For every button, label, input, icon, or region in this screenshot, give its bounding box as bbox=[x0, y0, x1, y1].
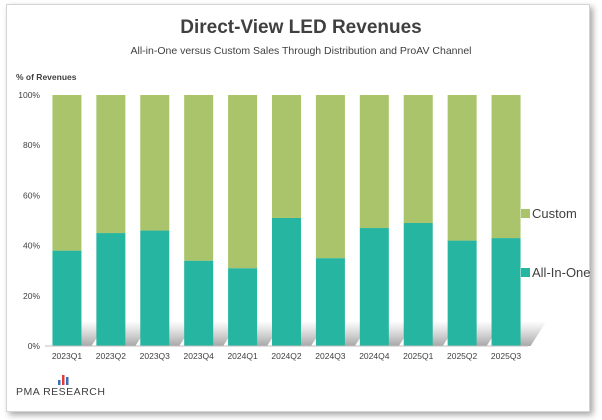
x-tick-label: 2024Q4 bbox=[359, 351, 390, 361]
bars bbox=[52, 95, 521, 346]
y-tick-label: 60% bbox=[23, 190, 40, 200]
bar-all-in-one-2024q1 bbox=[228, 268, 258, 346]
y-tick-label: 80% bbox=[23, 140, 40, 150]
brand-name: PMA RESEARCH bbox=[16, 386, 105, 398]
legend-label-all-in-one: All-In-One bbox=[532, 265, 591, 280]
y-tick-label: 40% bbox=[23, 241, 40, 251]
y-axis-ticks: 0% 20% 40% 60% 80% 100% bbox=[18, 90, 40, 351]
bar-all-in-one-2025q1 bbox=[403, 223, 433, 346]
bar-all-in-one-2024q3 bbox=[315, 258, 345, 346]
x-tick-label: 2025Q3 bbox=[491, 351, 522, 361]
bar-custom-2024q2 bbox=[272, 95, 301, 218]
bar-all-in-one-2023q4 bbox=[184, 260, 214, 346]
bar-custom-2023q4 bbox=[184, 95, 214, 261]
bar-custom-2023q2 bbox=[96, 95, 126, 234]
x-tick-label: 2023Q2 bbox=[96, 351, 127, 361]
chart-subtitle: All-in-One versus Custom Sales Through D… bbox=[130, 45, 471, 57]
bar-custom-2024q1 bbox=[228, 95, 258, 269]
bar-all-in-one-2025q3 bbox=[491, 238, 521, 346]
y-tick-label: 20% bbox=[23, 291, 40, 301]
bar-custom-2024q4 bbox=[359, 95, 389, 229]
bar-custom-2025q3 bbox=[491, 95, 521, 239]
bar-custom-2024q3 bbox=[315, 95, 345, 259]
y-tick-label: 100% bbox=[18, 90, 40, 100]
y-axis-label: % of Revenues bbox=[16, 72, 77, 82]
bar-all-in-one-2023q2 bbox=[96, 233, 126, 346]
x-tick-label: 2024Q2 bbox=[271, 351, 302, 361]
bar-all-in-one-2024q2 bbox=[272, 217, 301, 346]
x-tick-label: 2023Q1 bbox=[52, 351, 83, 361]
legend-swatch-all-in-one bbox=[521, 268, 530, 277]
bar-chart-logo-icon bbox=[58, 375, 69, 385]
bar-all-in-one-2023q1 bbox=[52, 250, 82, 346]
legend-swatch-custom bbox=[521, 209, 530, 218]
bar-custom-2023q1 bbox=[52, 95, 82, 251]
x-tick-label: 2025Q2 bbox=[447, 351, 478, 361]
chart-title: Direct-View LED Revenues bbox=[180, 17, 421, 38]
x-axis-ticks: 2023Q1 2023Q2 2023Q3 2023Q4 2024Q1 2024Q2 2024… bbox=[52, 351, 522, 361]
bar-all-in-one-2023q3 bbox=[140, 230, 170, 346]
x-tick-label: 2024Q1 bbox=[227, 351, 258, 361]
bar-all-in-one-2025q2 bbox=[447, 240, 477, 346]
legend-label-custom: Custom bbox=[532, 206, 577, 221]
x-tick-label: 2024Q3 bbox=[315, 351, 346, 361]
x-tick-label: 2023Q3 bbox=[140, 351, 171, 361]
bar-custom-2025q1 bbox=[403, 95, 433, 224]
x-tick-label: 2023Q4 bbox=[184, 351, 215, 361]
bar-custom-2025q2 bbox=[447, 95, 477, 241]
bar-custom-2023q3 bbox=[140, 95, 170, 231]
x-tick-label: 2025Q1 bbox=[403, 351, 434, 361]
bar-all-in-one-2024q4 bbox=[359, 228, 389, 346]
pma-logo: PMA RESEARCH bbox=[16, 375, 105, 398]
legend: Custom All-In-One bbox=[521, 206, 591, 280]
y-tick-label: 0% bbox=[28, 341, 41, 351]
